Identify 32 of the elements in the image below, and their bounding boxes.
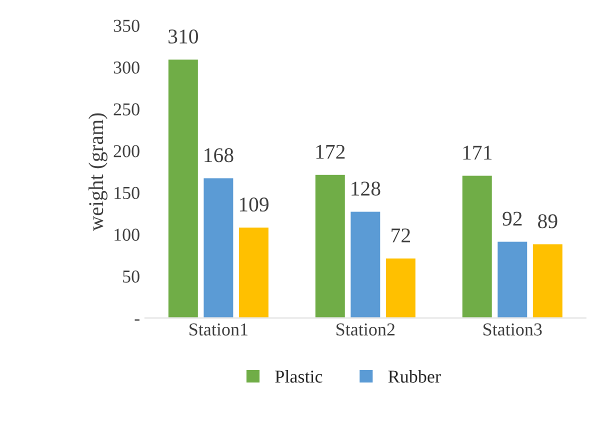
bar [532,242,564,318]
y-tick-label: 50 [123,270,140,283]
bar [384,257,417,318]
y-tick-label: 200 [114,145,140,158]
y-tick-label: 250 [114,103,140,116]
data-label: 89 [538,214,558,228]
data-label: 109 [240,197,268,212]
x-tick-label: Station2 [336,323,395,336]
bar [460,174,494,318]
data-label: 171 [463,146,492,160]
bar [349,210,382,318]
bar [496,240,529,318]
data-label: 92 [502,212,522,226]
data-label: 72 [392,228,410,242]
bar [314,174,346,318]
y-tick-label: - [134,319,140,321]
data-label: 310 [168,29,198,44]
legend-label: Rubber [388,370,441,383]
legend-label: Plastic [275,370,322,383]
bar [167,58,200,318]
y-tick-label: 150 [114,186,140,200]
x-tick-label: Station1 [190,323,248,336]
bar [238,226,270,318]
bar [202,176,235,318]
data-label: 128 [352,182,380,196]
data-label: 168 [204,148,234,162]
y-tick-label: 300 [114,61,140,74]
y-tick-label: 100 [114,228,140,241]
y-axis-title: weight (gram) [88,113,108,231]
data-label: 172 [316,144,345,159]
y-tick-label: 350 [114,20,140,32]
x-tick-label: Station3 [484,323,542,336]
